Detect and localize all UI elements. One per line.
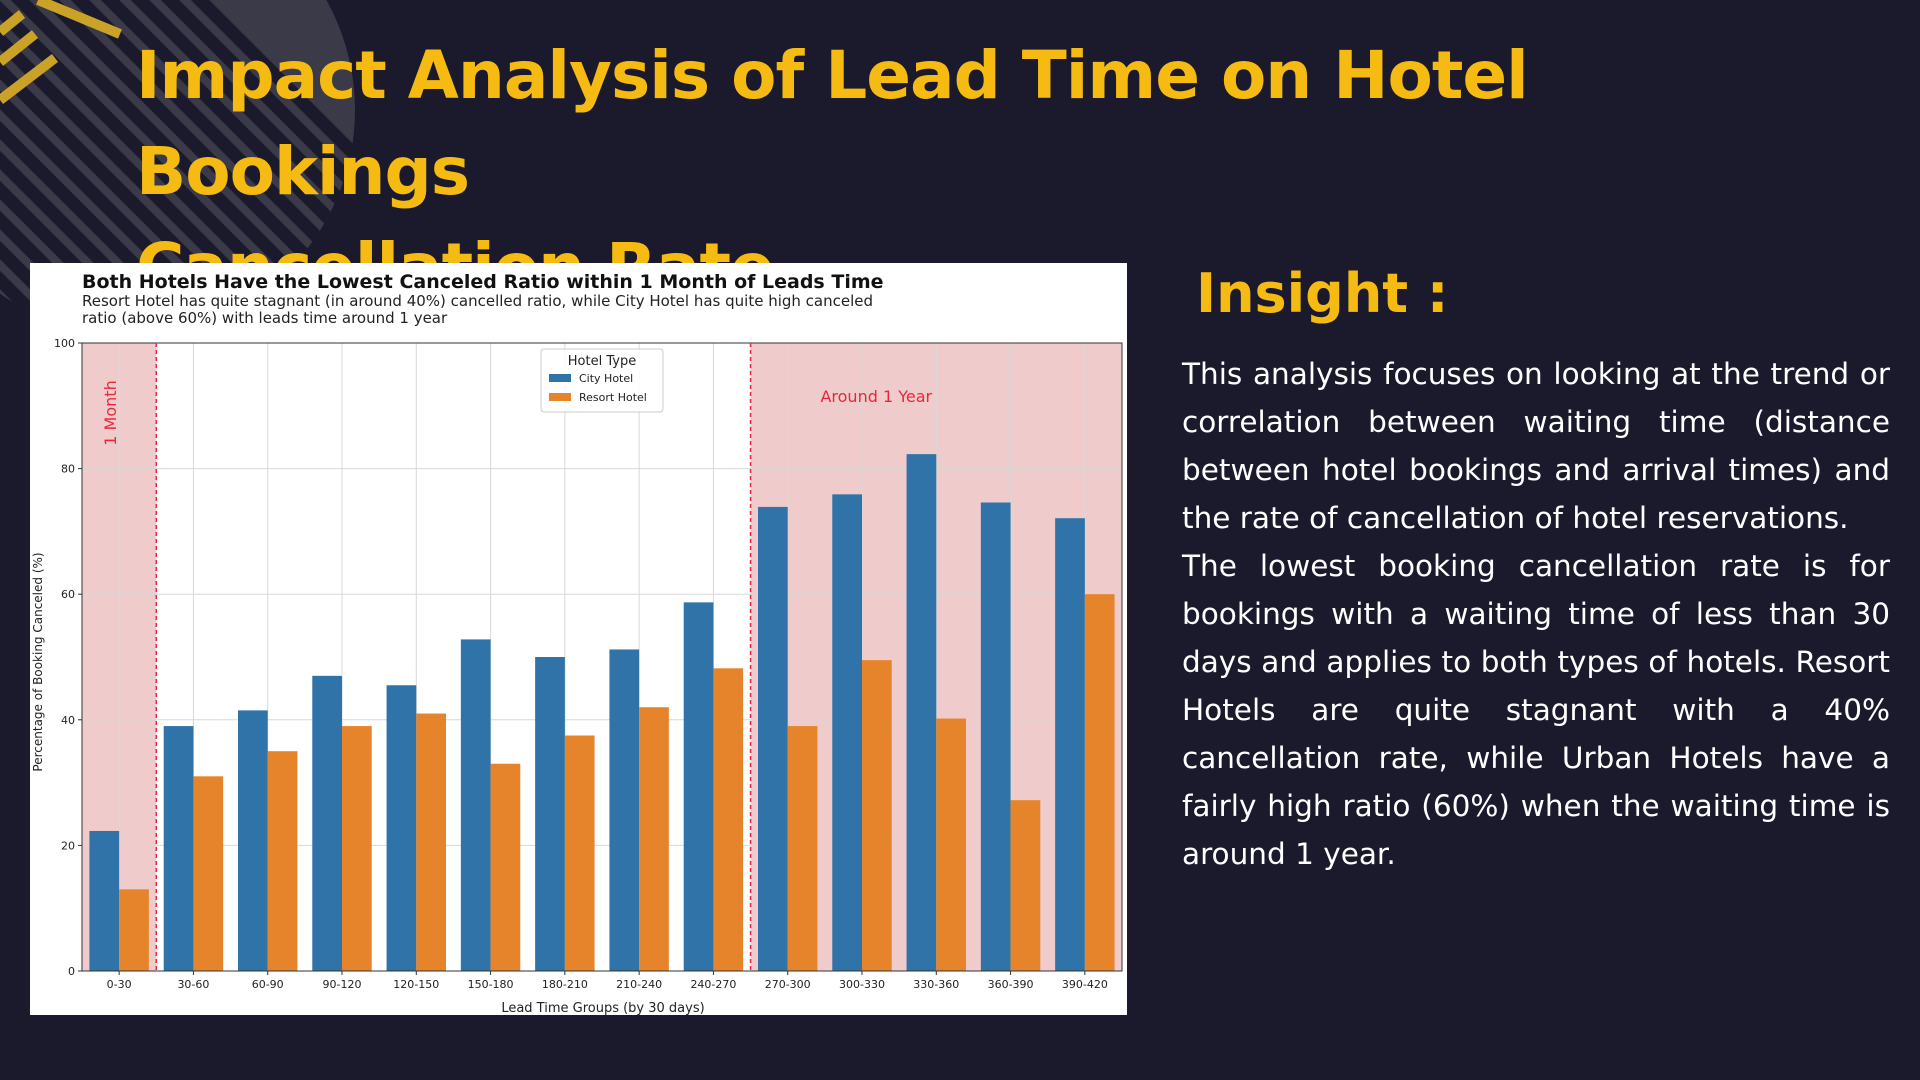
- bar-resort-hotel-240-270: [713, 668, 744, 971]
- y-axis-label: Percentage of Booking Canceled (%): [31, 552, 45, 771]
- x-tick-label: 30-60: [177, 978, 209, 991]
- annotation-1-month: 1 Month: [101, 380, 120, 445]
- bar-resort-hotel-180-210: [564, 735, 595, 971]
- bar-city-hotel-30-60: [163, 726, 194, 971]
- bar-city-hotel-360-390: [980, 502, 1011, 971]
- decorative-stripes: [0, 0, 355, 320]
- bar-city-hotel-0-30: [89, 830, 120, 971]
- x-tick-label: 360-390: [988, 978, 1034, 991]
- bar-city-hotel-180-210: [535, 657, 565, 971]
- y-tick-label: 60: [61, 588, 75, 601]
- bar-city-hotel-390-420: [1055, 518, 1085, 971]
- slide-title-line1: Impact Analysis of Lead Time on Hotel Bo…: [136, 37, 1529, 210]
- bar-resort-hotel-60-90: [267, 751, 298, 971]
- bar-resort-hotel-120-150: [416, 713, 446, 971]
- bar-city-hotel-60-90: [238, 710, 268, 971]
- bar-city-hotel-330-360: [906, 454, 937, 971]
- x-tick-label: 390-420: [1062, 978, 1108, 991]
- x-tick-label: 60-90: [252, 978, 284, 991]
- bar-chart: Both Hotels Have the Lowest Canceled Rat…: [31, 271, 1123, 1015]
- bar-resort-hotel-0-30: [119, 889, 149, 971]
- y-tick-label: 40: [61, 714, 75, 727]
- legend-title: Hotel Type: [568, 354, 636, 369]
- chart-card: Both Hotels Have the Lowest Canceled Rat…: [30, 263, 1127, 1015]
- bar-resort-hotel-270-300: [787, 726, 818, 971]
- bar-resort-hotel-90-120: [342, 726, 372, 971]
- chart-title: Both Hotels Have the Lowest Canceled Rat…: [82, 271, 884, 293]
- x-tick-label: 270-300: [765, 978, 811, 991]
- bar-city-hotel-240-270: [683, 602, 714, 971]
- y-tick-label: 80: [61, 463, 75, 476]
- x-tick-label: 0-30: [107, 978, 132, 991]
- x-tick-label: 120-150: [393, 978, 439, 991]
- y-tick-label: 0: [68, 965, 75, 978]
- bar-city-hotel-210-240: [609, 649, 640, 971]
- annotation-around-1-year: Around 1 Year: [820, 387, 932, 406]
- y-tick-label: 20: [61, 839, 75, 852]
- x-tick-label: 180-210: [542, 978, 588, 991]
- legend-swatch-resort-hotel: [549, 393, 571, 401]
- bar-city-hotel-150-180: [460, 639, 491, 971]
- x-tick-label: 240-270: [690, 978, 736, 991]
- x-axis-label: Lead Time Groups (by 30 days): [501, 1001, 704, 1015]
- insight-paragraph-2: The lowest booking cancellation rate is …: [1182, 549, 1890, 871]
- bar-city-hotel-270-300: [758, 506, 788, 971]
- chart-subtitle-line2: ratio (above 60%) with leads time around…: [82, 309, 448, 327]
- legend-label-resort-hotel: Resort Hotel: [579, 391, 647, 404]
- bar-resort-hotel-210-240: [639, 707, 669, 971]
- x-tick-label: 150-180: [468, 978, 514, 991]
- bar-city-hotel-300-330: [832, 494, 862, 971]
- legend-swatch-city-hotel: [549, 374, 571, 382]
- x-tick-label: 210-240: [616, 978, 662, 991]
- bar-city-hotel-120-150: [386, 685, 417, 971]
- x-tick-label: 300-330: [839, 978, 885, 991]
- chart-subtitle-line1: Resort Hotel has quite stagnant (in arou…: [82, 292, 873, 310]
- bar-resort-hotel-330-360: [936, 718, 966, 971]
- bar-resort-hotel-300-330: [862, 660, 892, 971]
- insight-body: This analysis focuses on looking at the …: [1182, 350, 1890, 878]
- plot-frame: [81, 342, 1123, 972]
- bar-resort-hotel-30-60: [193, 776, 224, 971]
- y-tick-label: 100: [54, 337, 75, 350]
- legend-box: [540, 348, 664, 413]
- insight-paragraph-1: This analysis focuses on looking at the …: [1182, 357, 1890, 535]
- chart-legend: Hotel Type City Hotel Resort Hotel: [540, 348, 664, 413]
- x-tick-label: 90-120: [323, 978, 362, 991]
- x-tick-label: 330-360: [913, 978, 959, 991]
- insight-heading: Insight :: [1196, 262, 1449, 325]
- legend-label-city-hotel: City Hotel: [579, 372, 633, 385]
- bar-resort-hotel-150-180: [490, 763, 521, 971]
- bar-city-hotel-90-120: [312, 675, 342, 971]
- bar-resort-hotel-390-420: [1084, 594, 1115, 971]
- bar-resort-hotel-360-390: [1010, 800, 1041, 971]
